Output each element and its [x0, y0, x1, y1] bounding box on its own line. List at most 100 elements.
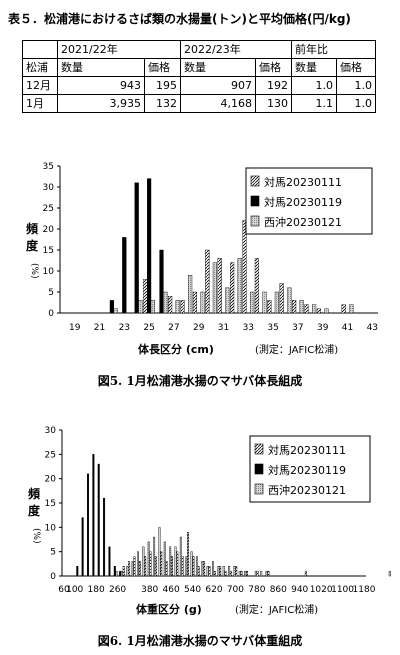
- x-axis-label: 体重区分 (g): [136, 602, 202, 616]
- length-chart-svg: 0 5 10 15 20 25 30 35 19 21 23 25 27 29 31 33 35 37 39 41 43…: [26, 162, 378, 356]
- bar: [388, 570, 391, 577]
- bar: [144, 556, 147, 577]
- bar: [147, 541, 150, 577]
- x-tick-label: 41: [342, 323, 353, 333]
- bar: [245, 570, 248, 577]
- bar: [138, 561, 141, 577]
- bar: [316, 308, 321, 314]
- y-tick-label: 0: [50, 572, 56, 582]
- bar: [179, 536, 182, 577]
- bar: [119, 570, 122, 577]
- x-tick-label: 1020: [310, 585, 333, 595]
- cell-value: 130: [255, 94, 292, 113]
- bar: [169, 546, 172, 577]
- bar: [229, 262, 235, 314]
- table-row: 1月 3,935 132 4,168 130 1.1 1.0: [22, 94, 376, 113]
- x-tick-label: 1100: [331, 585, 354, 595]
- bar: [128, 561, 131, 577]
- y-tick-label: 20: [45, 475, 57, 485]
- bar: [190, 551, 193, 577]
- bar: [240, 570, 243, 577]
- y-axis-unit: (%): [31, 528, 41, 544]
- bar: [235, 566, 238, 577]
- x-tick-label: 29: [193, 323, 205, 333]
- bar: [195, 556, 198, 577]
- y-tick-label: 30: [43, 183, 55, 193]
- header-blank: [22, 40, 58, 59]
- bar: [146, 178, 152, 314]
- bar: [206, 566, 209, 577]
- header-year-2021: 2021/22年: [57, 40, 181, 59]
- bar: [254, 570, 257, 577]
- fig6-caption: 図6. 1月松浦港水揚のマサバ体重組成: [97, 634, 303, 648]
- bar: [165, 561, 168, 577]
- legend: 対馬20230111 対馬20230119 西沖20230121: [245, 167, 373, 235]
- x-tick-label: 700: [227, 585, 244, 595]
- bar: [217, 258, 222, 314]
- y-axis-unit: (%): [29, 263, 39, 279]
- bar: [122, 237, 127, 314]
- y-axis-label: 度: [26, 238, 39, 253]
- header-yoy: 前年比: [291, 40, 376, 59]
- bar: [87, 473, 90, 577]
- y-tick-label: 5: [48, 288, 54, 298]
- cell-value: 4,168: [180, 94, 256, 113]
- subheader-qty: 数量: [180, 58, 256, 77]
- bar: [228, 566, 231, 577]
- bar: [192, 556, 195, 577]
- bar: [185, 556, 188, 577]
- legend-swatch: [250, 195, 260, 207]
- x-tick-label: 380: [141, 585, 158, 595]
- bar: [242, 220, 247, 314]
- bar: [163, 541, 166, 577]
- bar: [222, 566, 225, 577]
- x-tick-label: 39: [317, 323, 329, 333]
- cell-value: 192: [255, 76, 292, 95]
- y-tick-label: 30: [45, 426, 57, 436]
- length-chart: 0 5 10 15 20 25 30 35 19 21 23 25 27 29 31 33 35 37 39 41 43…: [0, 150, 400, 362]
- bar: [238, 570, 241, 577]
- x-tick-label: 23: [119, 323, 130, 333]
- x-tick-label: 43: [367, 323, 378, 333]
- bar: [133, 556, 136, 577]
- x-tick-label: 540: [184, 585, 201, 595]
- y-tick-label: 35: [43, 162, 54, 172]
- bar: [170, 556, 173, 577]
- bar: [217, 566, 220, 577]
- legend-entry: 西沖20230121: [264, 216, 342, 229]
- bar: [265, 570, 268, 577]
- cell-value: 132: [144, 94, 181, 113]
- bar: [150, 300, 155, 314]
- legend: 対馬20230111 対馬20230119 西沖20230121: [249, 435, 371, 503]
- table-row: 12月 943 195 907 192 1.0 1.0: [22, 76, 376, 95]
- bar: [187, 274, 193, 314]
- bar: [187, 531, 189, 577]
- y-tick-label: 5: [50, 548, 56, 558]
- bar: [97, 463, 100, 577]
- y-tick-label: 20: [43, 225, 55, 235]
- bar: [341, 304, 346, 314]
- subheader-price: 価格: [255, 58, 292, 77]
- bar: [181, 556, 184, 577]
- x-tick-label: 19: [69, 323, 81, 333]
- header-year-2022: 2022/23年: [180, 40, 292, 59]
- bar: [115, 570, 118, 577]
- bar: [279, 283, 284, 314]
- bar: [212, 561, 214, 577]
- bar: [304, 570, 307, 577]
- bar: [267, 300, 272, 314]
- bar: [126, 566, 129, 577]
- y-axis-label: 度: [28, 503, 41, 518]
- x-tick-label: 260: [109, 585, 126, 595]
- x-tick-label: 460: [163, 585, 180, 595]
- bar: [212, 262, 217, 314]
- subheader-qty: 数量: [291, 58, 337, 77]
- bar: [103, 497, 106, 577]
- bar: [237, 258, 242, 314]
- legend-entry: 対馬20230119: [268, 463, 346, 477]
- legend-box: [245, 167, 373, 235]
- subheader-price: 価格: [336, 58, 376, 77]
- bar: [176, 551, 179, 577]
- x-tick-label: 21: [94, 323, 105, 333]
